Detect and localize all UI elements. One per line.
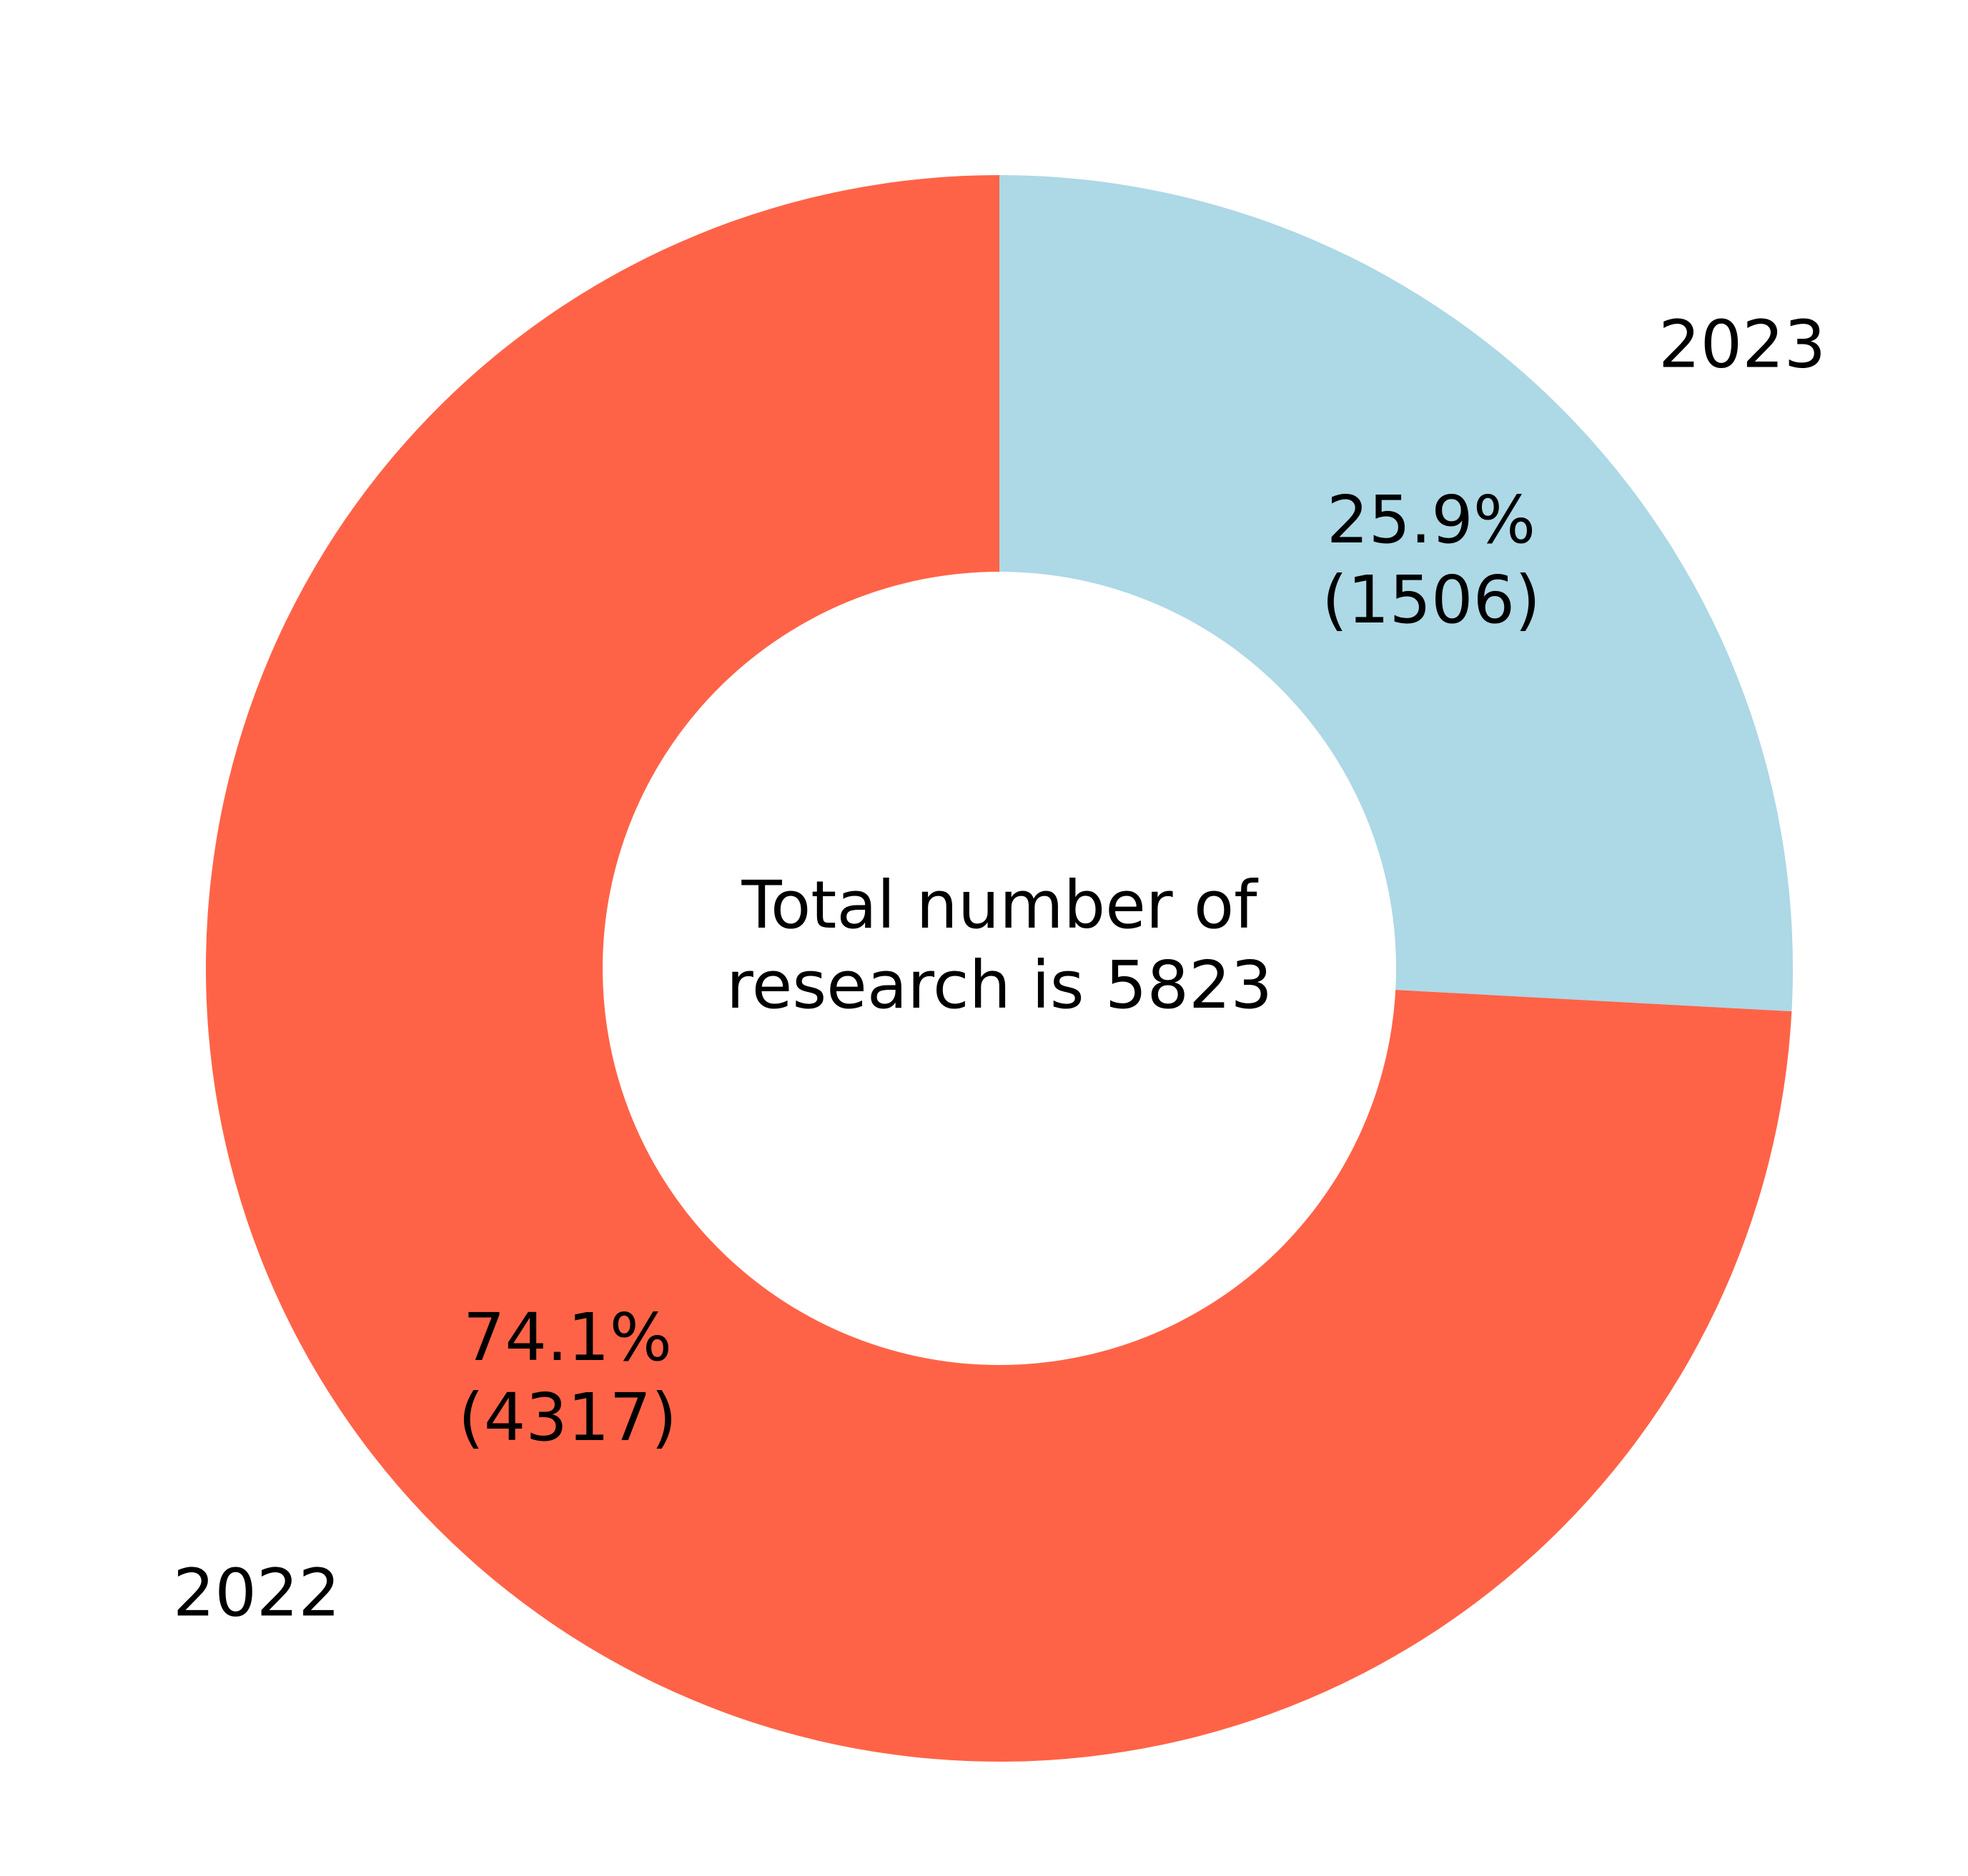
center-text-line-2: research is 5823 <box>726 947 1272 1023</box>
slice-label-2023: 2023 <box>1658 307 1826 383</box>
slice-2023 <box>999 175 1793 1012</box>
slice-count-2022: (4317) <box>458 1379 677 1456</box>
slice-percent-2023: 25.9% <box>1327 482 1536 558</box>
slice-percent-2022: 74.1% <box>463 1299 672 1376</box>
slice-label-2022: 2022 <box>173 1554 340 1631</box>
chart-slices <box>206 175 1793 1762</box>
slice-count-2023: (1506) <box>1322 562 1541 638</box>
chart-labels: 2023 25.9%(1506) 2022 74.1%(4317) <box>173 307 1826 1632</box>
slice-2022 <box>206 175 1792 1762</box>
center-text-line-1: Total number of <box>741 867 1259 943</box>
